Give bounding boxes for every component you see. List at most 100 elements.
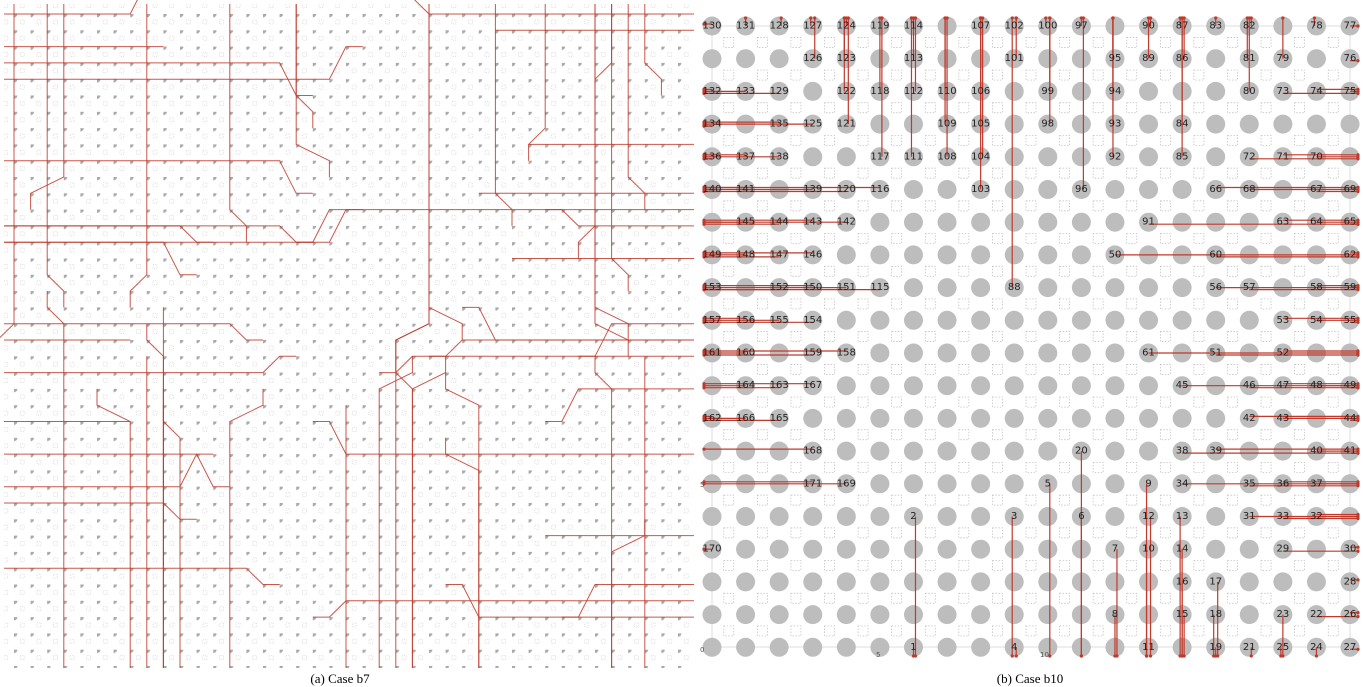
- pin: [904, 311, 923, 330]
- route-end: [1356, 353, 1359, 356]
- pin-label: 152: [770, 282, 789, 293]
- pin-label: 36: [1276, 478, 1289, 489]
- via-site: [1261, 70, 1271, 80]
- via-site: [791, 70, 801, 80]
- pin-label: 68: [1243, 184, 1256, 195]
- pin: [1005, 311, 1024, 330]
- via-site: [757, 332, 767, 342]
- via-site: [1295, 528, 1305, 538]
- pin-label: 161: [702, 348, 721, 359]
- pin: [1038, 49, 1057, 68]
- pin: [904, 376, 923, 395]
- via-site: [825, 430, 835, 440]
- via-site: [1026, 593, 1036, 603]
- via-site: [757, 168, 767, 178]
- route-end: [847, 16, 850, 19]
- pin: [1005, 213, 1024, 232]
- pin-label: 118: [870, 86, 889, 97]
- route-end: [1281, 16, 1284, 19]
- pin: [1307, 572, 1326, 591]
- via-site: [1160, 397, 1170, 407]
- pin: [971, 409, 990, 428]
- pin-label: 16: [1176, 576, 1189, 587]
- pin: [1240, 213, 1259, 232]
- via-site: [892, 37, 902, 47]
- pin: [803, 409, 822, 428]
- via-site: [959, 135, 969, 145]
- via-site: [1160, 364, 1170, 374]
- via-site: [1060, 462, 1070, 472]
- pin: [904, 572, 923, 591]
- pin-label: 149: [702, 249, 721, 260]
- via-site: [959, 168, 969, 178]
- via-site: [925, 528, 935, 538]
- pin: [938, 213, 957, 232]
- caption: (a) Case b7: [310, 671, 370, 686]
- pin-label: 171: [803, 478, 822, 489]
- via-site: [858, 495, 868, 505]
- pin: [803, 638, 822, 657]
- pin: [870, 213, 889, 232]
- route-end: [1356, 186, 1359, 189]
- pin-label: 110: [938, 86, 957, 97]
- via-site: [1026, 168, 1036, 178]
- via-site: [1093, 332, 1103, 342]
- pin-label: 92: [1109, 151, 1122, 162]
- route-end: [1356, 550, 1359, 553]
- pin: [904, 278, 923, 297]
- via-site: [1194, 266, 1204, 276]
- via-site: [1060, 168, 1070, 178]
- via-site: [825, 201, 835, 211]
- pin-label: 168: [803, 446, 822, 457]
- route-end: [1015, 654, 1018, 657]
- via-site: [1093, 462, 1103, 472]
- route-end: [1011, 16, 1014, 19]
- via-site: [791, 495, 801, 505]
- pin: [1005, 180, 1024, 199]
- via-site: [1295, 430, 1305, 440]
- pin-label: 60: [1209, 249, 1222, 260]
- pin-label: 80: [1243, 86, 1256, 97]
- pin-label: 119: [870, 21, 889, 32]
- pin: [904, 180, 923, 199]
- route-end: [1313, 16, 1316, 19]
- via-site: [959, 103, 969, 113]
- pin: [837, 507, 856, 526]
- pin-label: 126: [803, 53, 822, 64]
- via-site: [791, 266, 801, 276]
- via-site: [1026, 103, 1036, 113]
- axis-label: 5: [876, 651, 880, 659]
- pin-label: 62: [1344, 249, 1357, 260]
- via-site: [1160, 37, 1170, 47]
- via-site: [1160, 135, 1170, 145]
- pin-label: 124: [837, 21, 856, 32]
- via-site: [1026, 135, 1036, 145]
- via-site: [992, 70, 1002, 80]
- via-site: [791, 626, 801, 636]
- pin-label: 63: [1276, 217, 1289, 228]
- via-site: [892, 299, 902, 309]
- pin-label: 42: [1243, 413, 1256, 424]
- route-end: [1111, 16, 1114, 19]
- via-site: [724, 168, 734, 178]
- pin-label: 132: [702, 86, 721, 97]
- via-site: [1160, 266, 1170, 276]
- via-site: [1295, 103, 1305, 113]
- via-site: [1261, 135, 1271, 145]
- via-site: [892, 103, 902, 113]
- via-site: [1328, 266, 1338, 276]
- via-site: [757, 593, 767, 603]
- pin-label: 123: [837, 53, 856, 64]
- pin-label: 83: [1209, 21, 1222, 32]
- route-end: [1356, 517, 1359, 520]
- via-site: [959, 266, 969, 276]
- pin: [837, 442, 856, 461]
- via-site: [1227, 462, 1237, 472]
- via-site: [1093, 626, 1103, 636]
- via-site: [724, 234, 734, 244]
- route-end: [1356, 578, 1359, 581]
- via-site: [1060, 70, 1070, 80]
- route-end: [1356, 321, 1359, 324]
- via-site: [959, 528, 969, 538]
- pin: [1139, 82, 1158, 101]
